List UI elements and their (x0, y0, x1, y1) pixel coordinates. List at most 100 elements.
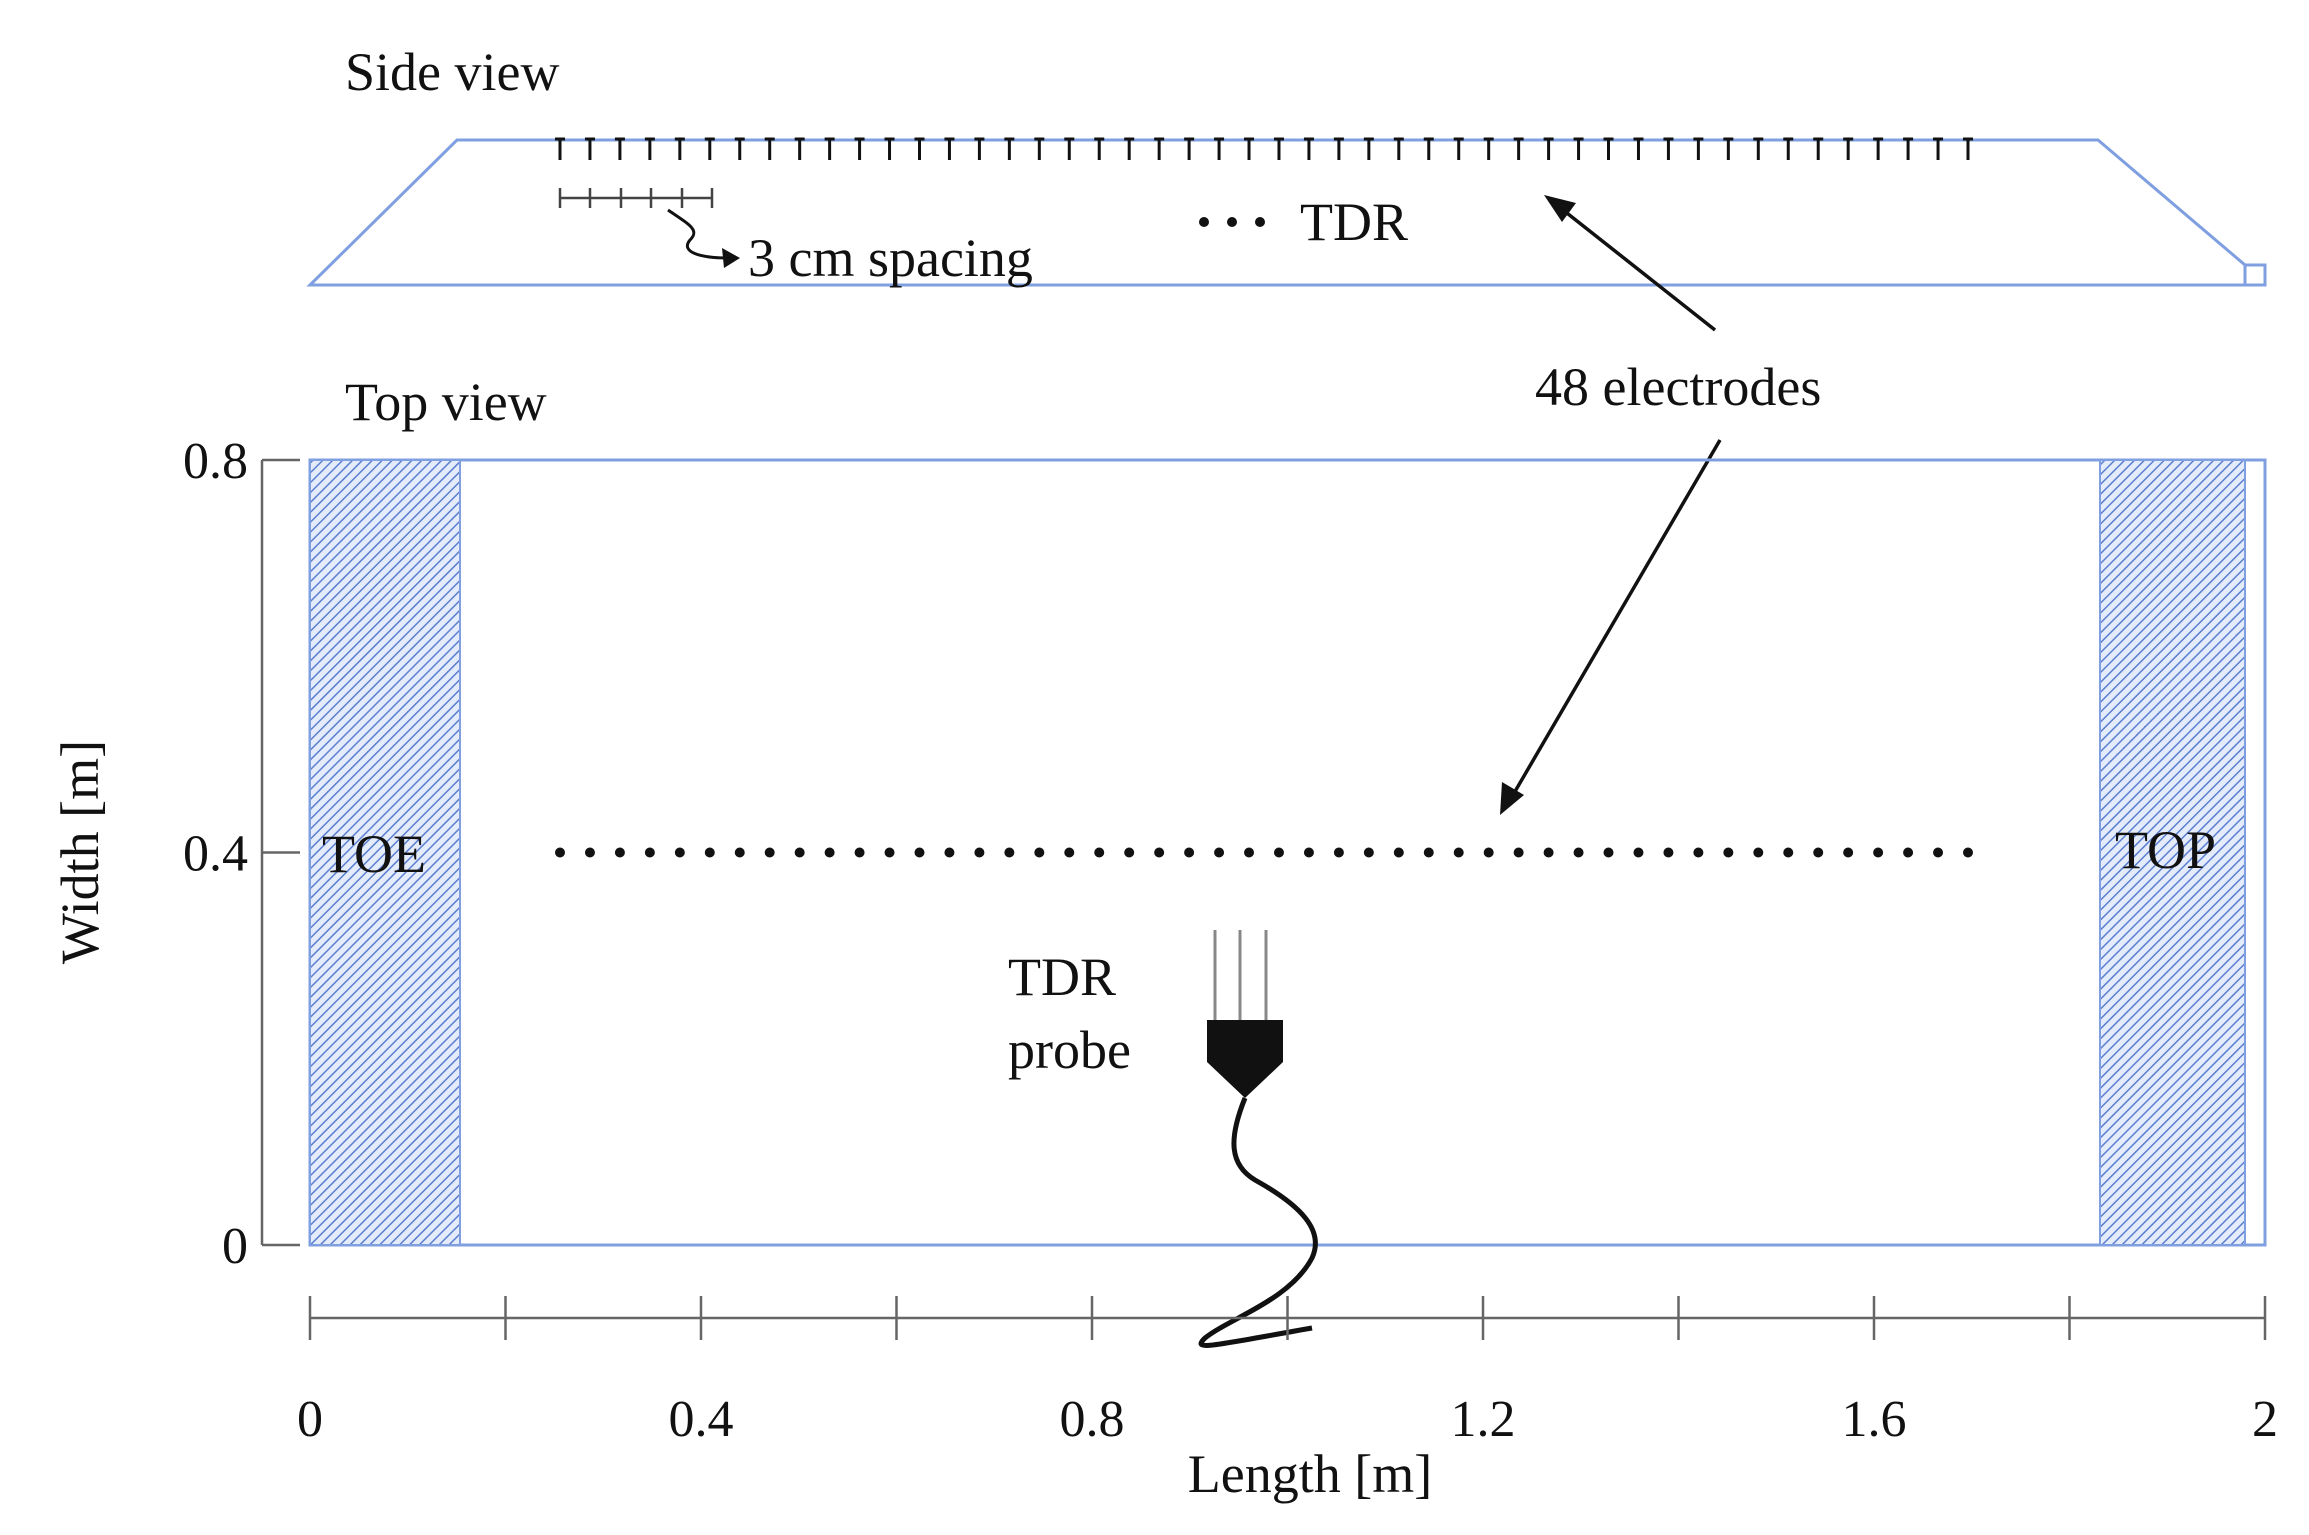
top-electrode (1273, 847, 1284, 858)
y-tick-label: 0.4 (183, 826, 248, 883)
spacing-arrowhead (722, 248, 740, 268)
top-electrode (1963, 847, 1973, 858)
top-electrode (1034, 847, 1045, 858)
side-electrode (1663, 137, 1674, 160)
top-electrode (1124, 847, 1135, 858)
side-electrode (644, 137, 655, 160)
side-electrode (1214, 137, 1225, 160)
side-electrode (1303, 137, 1314, 160)
top-electrode (1633, 847, 1644, 858)
side-electrode (1244, 137, 1255, 160)
probe-label-line1: TDR (1008, 947, 1116, 1007)
top-electrode (704, 847, 715, 858)
top-electrode (1004, 847, 1015, 858)
top-electrode (1693, 847, 1704, 858)
top-electrode (1933, 847, 1944, 858)
top-electrode (1663, 847, 1674, 858)
y-tick-label: 0.8 (183, 433, 248, 490)
spacing-scale (558, 188, 714, 208)
top-electrode (1843, 847, 1854, 858)
tdr-legend-label: TDR (1300, 192, 1408, 252)
top-electrode (1154, 847, 1165, 858)
side-electrode (1573, 137, 1584, 160)
side-electrode (1813, 137, 1824, 160)
side-electrode (794, 137, 805, 160)
top-electrode (1453, 847, 1464, 858)
top-electrode (1483, 847, 1494, 858)
top-electrode (944, 847, 955, 858)
top-electrode (1573, 847, 1584, 858)
side-electrode (1693, 137, 1704, 160)
top-electrode (1423, 847, 1434, 858)
side-electrode (1393, 137, 1404, 160)
top-electrode (1094, 847, 1105, 858)
top-electrode (1244, 847, 1255, 858)
tdr-probe (1198, 930, 1318, 1348)
x-tick-label: 0 (297, 1391, 323, 1448)
top-electrode (1723, 847, 1734, 858)
y-tick-label: 0 (222, 1218, 248, 1275)
toe-zone (309, 459, 461, 1246)
side-electrode (1423, 137, 1434, 160)
side-electrode (884, 137, 895, 160)
top-label: TOP (2115, 820, 2216, 880)
side-electrode (1154, 137, 1165, 160)
top-electrode (1513, 847, 1524, 858)
side-electrode (1094, 137, 1105, 160)
top-electrode (1783, 847, 1794, 858)
side-electrode (1723, 137, 1734, 160)
side-electrode (555, 137, 565, 160)
y-axis-label: Width [m] (50, 740, 110, 964)
electrodes-arrow-up (1556, 204, 1717, 332)
electrodes-arrowhead-up (1544, 195, 1576, 222)
top-electrode (1813, 847, 1824, 858)
side-electrode (1004, 137, 1015, 160)
top-electrode (555, 847, 565, 858)
top-electrode (914, 847, 925, 858)
x-axis: 0 0.4 0.8 1.2 1.6 2 (297, 1296, 2278, 1448)
y-axis: 0 0.4 0.8 (183, 433, 300, 1275)
side-electrode (824, 137, 835, 160)
x-axis-label: Length [m] (1188, 1444, 1432, 1504)
x-tick-label: 0.4 (669, 1391, 734, 1448)
top-electrode (1214, 847, 1225, 858)
side-electrode (914, 137, 925, 160)
side-electrode (854, 137, 865, 160)
side-view-electrode-row (555, 137, 1973, 160)
top-view-electrode-row (555, 847, 1973, 858)
spacing-pointer-arrow (667, 208, 729, 260)
side-electrode (584, 137, 595, 160)
x-tick-label: 2 (2252, 1391, 2278, 1448)
side-electrode (1903, 137, 1914, 160)
top-electrode (854, 847, 865, 858)
top-electrode (644, 847, 655, 858)
side-electrode (1483, 137, 1494, 160)
top-electrode (1543, 847, 1554, 858)
top-electrode (1303, 847, 1314, 858)
side-electrode (764, 137, 775, 160)
top-electrode (764, 847, 775, 858)
side-electrode (1453, 137, 1464, 160)
side-electrode (674, 137, 685, 160)
top-electrode (614, 847, 625, 858)
top-zone (2099, 459, 2246, 1246)
toe-label: TOE (322, 824, 426, 884)
side-electrode (1363, 137, 1374, 160)
spacing-label: 3 cm spacing (748, 228, 1033, 288)
side-electrode (1333, 137, 1344, 160)
side-electrode (1873, 137, 1884, 160)
side-electrode (1843, 137, 1854, 160)
electrodes-arrow-down (1508, 439, 1722, 801)
tdr-legend-dots (1199, 217, 1265, 227)
side-electrode (1124, 137, 1135, 160)
x-tick-label: 1.2 (1451, 1391, 1516, 1448)
side-view-end-notch (2243, 263, 2267, 287)
side-electrode (704, 137, 715, 160)
side-electrode (1034, 137, 1045, 160)
side-electrode (1543, 137, 1554, 160)
side-electrode (1963, 137, 1973, 160)
top-electrode (1753, 847, 1764, 858)
top-electrode (1603, 847, 1614, 858)
side-electrode (944, 137, 955, 160)
side-electrode (1633, 137, 1644, 160)
